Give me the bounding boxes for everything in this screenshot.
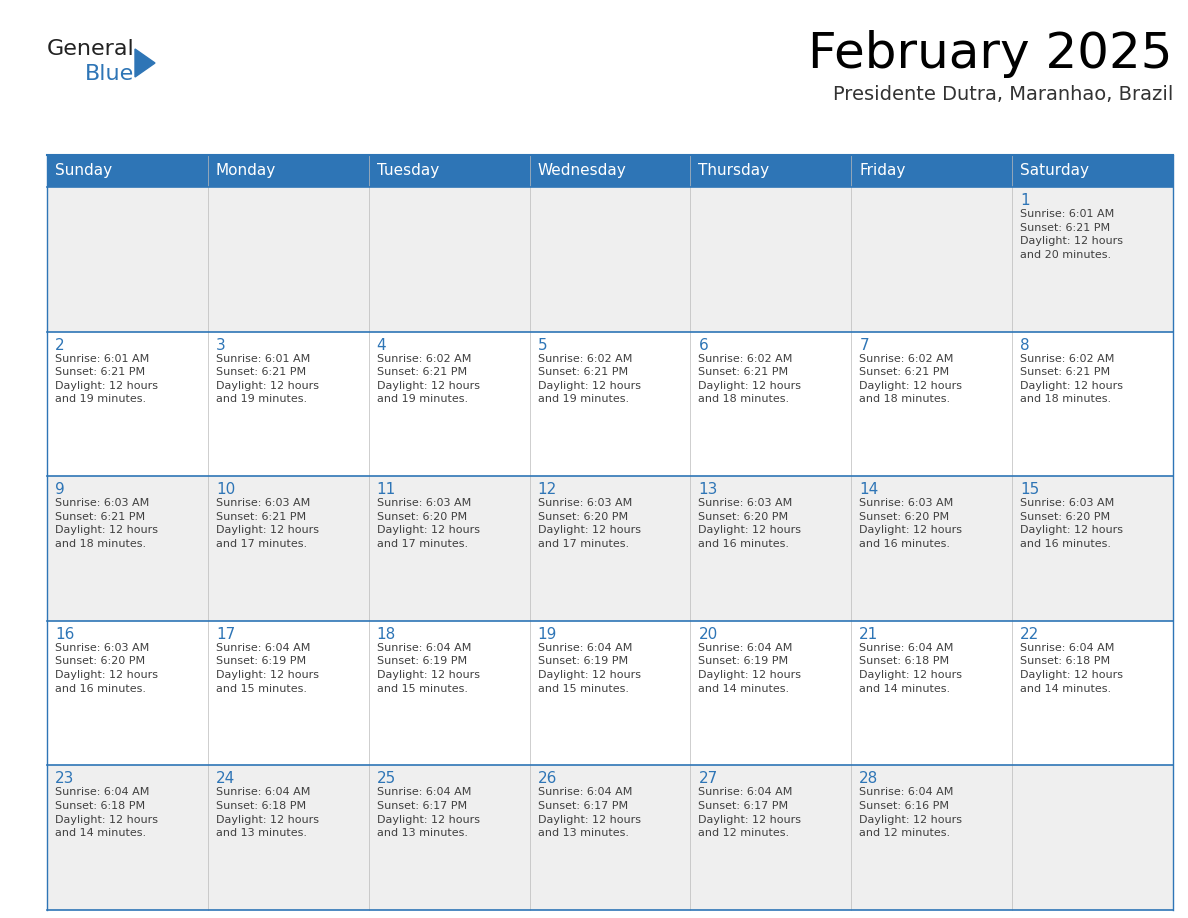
Text: February 2025: February 2025 bbox=[809, 30, 1173, 78]
Text: 27: 27 bbox=[699, 771, 718, 787]
Text: Sunrise: 6:01 AM
Sunset: 6:21 PM
Daylight: 12 hours
and 20 minutes.: Sunrise: 6:01 AM Sunset: 6:21 PM Dayligh… bbox=[1020, 209, 1123, 260]
Text: Saturday: Saturday bbox=[1020, 163, 1089, 178]
Text: Sunrise: 6:01 AM
Sunset: 6:21 PM
Daylight: 12 hours
and 19 minutes.: Sunrise: 6:01 AM Sunset: 6:21 PM Dayligh… bbox=[216, 353, 318, 405]
Text: Sunrise: 6:02 AM
Sunset: 6:21 PM
Daylight: 12 hours
and 18 minutes.: Sunrise: 6:02 AM Sunset: 6:21 PM Dayligh… bbox=[1020, 353, 1123, 405]
Text: 7: 7 bbox=[859, 338, 868, 353]
Text: 25: 25 bbox=[377, 771, 396, 787]
Text: 1: 1 bbox=[1020, 193, 1030, 208]
Text: Monday: Monday bbox=[216, 163, 276, 178]
Text: Sunrise: 6:04 AM
Sunset: 6:18 PM
Daylight: 12 hours
and 14 minutes.: Sunrise: 6:04 AM Sunset: 6:18 PM Dayligh… bbox=[55, 788, 158, 838]
Text: Sunrise: 6:03 AM
Sunset: 6:20 PM
Daylight: 12 hours
and 17 minutes.: Sunrise: 6:03 AM Sunset: 6:20 PM Dayligh… bbox=[538, 498, 640, 549]
Text: Sunday: Sunday bbox=[55, 163, 112, 178]
Text: General: General bbox=[48, 39, 134, 59]
Text: 6: 6 bbox=[699, 338, 708, 353]
Text: Sunrise: 6:02 AM
Sunset: 6:21 PM
Daylight: 12 hours
and 18 minutes.: Sunrise: 6:02 AM Sunset: 6:21 PM Dayligh… bbox=[859, 353, 962, 405]
Text: 10: 10 bbox=[216, 482, 235, 498]
Bar bbox=[48, 331, 1173, 476]
Text: 22: 22 bbox=[1020, 627, 1040, 642]
Text: 26: 26 bbox=[538, 771, 557, 787]
Text: Sunrise: 6:03 AM
Sunset: 6:20 PM
Daylight: 12 hours
and 16 minutes.: Sunrise: 6:03 AM Sunset: 6:20 PM Dayligh… bbox=[859, 498, 962, 549]
Text: 3: 3 bbox=[216, 338, 226, 353]
Text: Sunrise: 6:04 AM
Sunset: 6:16 PM
Daylight: 12 hours
and 12 minutes.: Sunrise: 6:04 AM Sunset: 6:16 PM Dayligh… bbox=[859, 788, 962, 838]
Text: Sunrise: 6:02 AM
Sunset: 6:21 PM
Daylight: 12 hours
and 19 minutes.: Sunrise: 6:02 AM Sunset: 6:21 PM Dayligh… bbox=[377, 353, 480, 405]
Text: Sunrise: 6:03 AM
Sunset: 6:20 PM
Daylight: 12 hours
and 16 minutes.: Sunrise: 6:03 AM Sunset: 6:20 PM Dayligh… bbox=[55, 643, 158, 694]
Text: Sunrise: 6:03 AM
Sunset: 6:20 PM
Daylight: 12 hours
and 16 minutes.: Sunrise: 6:03 AM Sunset: 6:20 PM Dayligh… bbox=[1020, 498, 1123, 549]
Text: 20: 20 bbox=[699, 627, 718, 642]
Bar bbox=[48, 187, 1173, 331]
Text: 2: 2 bbox=[55, 338, 64, 353]
Text: Wednesday: Wednesday bbox=[538, 163, 626, 178]
Text: Sunrise: 6:02 AM
Sunset: 6:21 PM
Daylight: 12 hours
and 18 minutes.: Sunrise: 6:02 AM Sunset: 6:21 PM Dayligh… bbox=[699, 353, 802, 405]
Text: Sunrise: 6:01 AM
Sunset: 6:21 PM
Daylight: 12 hours
and 19 minutes.: Sunrise: 6:01 AM Sunset: 6:21 PM Dayligh… bbox=[55, 353, 158, 405]
Text: Presidente Dutra, Maranhao, Brazil: Presidente Dutra, Maranhao, Brazil bbox=[833, 85, 1173, 104]
Text: Sunrise: 6:03 AM
Sunset: 6:21 PM
Daylight: 12 hours
and 18 minutes.: Sunrise: 6:03 AM Sunset: 6:21 PM Dayligh… bbox=[55, 498, 158, 549]
Text: Sunrise: 6:03 AM
Sunset: 6:20 PM
Daylight: 12 hours
and 16 minutes.: Sunrise: 6:03 AM Sunset: 6:20 PM Dayligh… bbox=[699, 498, 802, 549]
Text: Sunrise: 6:04 AM
Sunset: 6:18 PM
Daylight: 12 hours
and 14 minutes.: Sunrise: 6:04 AM Sunset: 6:18 PM Dayligh… bbox=[1020, 643, 1123, 694]
Text: 13: 13 bbox=[699, 482, 718, 498]
Text: Sunrise: 6:04 AM
Sunset: 6:19 PM
Daylight: 12 hours
and 14 minutes.: Sunrise: 6:04 AM Sunset: 6:19 PM Dayligh… bbox=[699, 643, 802, 694]
Text: 28: 28 bbox=[859, 771, 879, 787]
Text: 24: 24 bbox=[216, 771, 235, 787]
Text: Sunrise: 6:04 AM
Sunset: 6:18 PM
Daylight: 12 hours
and 13 minutes.: Sunrise: 6:04 AM Sunset: 6:18 PM Dayligh… bbox=[216, 788, 318, 838]
Text: 8: 8 bbox=[1020, 338, 1030, 353]
Bar bbox=[48, 766, 1173, 910]
Text: 5: 5 bbox=[538, 338, 548, 353]
Text: Sunrise: 6:04 AM
Sunset: 6:17 PM
Daylight: 12 hours
and 12 minutes.: Sunrise: 6:04 AM Sunset: 6:17 PM Dayligh… bbox=[699, 788, 802, 838]
Text: 14: 14 bbox=[859, 482, 879, 498]
Text: 23: 23 bbox=[55, 771, 75, 787]
Text: Friday: Friday bbox=[859, 163, 905, 178]
Bar bbox=[48, 476, 1173, 621]
Text: 19: 19 bbox=[538, 627, 557, 642]
Text: Blue: Blue bbox=[86, 64, 134, 84]
Text: Sunrise: 6:04 AM
Sunset: 6:18 PM
Daylight: 12 hours
and 14 minutes.: Sunrise: 6:04 AM Sunset: 6:18 PM Dayligh… bbox=[859, 643, 962, 694]
Text: 12: 12 bbox=[538, 482, 557, 498]
Text: Sunrise: 6:04 AM
Sunset: 6:19 PM
Daylight: 12 hours
and 15 minutes.: Sunrise: 6:04 AM Sunset: 6:19 PM Dayligh… bbox=[216, 643, 318, 694]
Text: 18: 18 bbox=[377, 627, 396, 642]
Bar bbox=[48, 621, 1173, 766]
Text: Sunrise: 6:02 AM
Sunset: 6:21 PM
Daylight: 12 hours
and 19 minutes.: Sunrise: 6:02 AM Sunset: 6:21 PM Dayligh… bbox=[538, 353, 640, 405]
Text: Sunrise: 6:03 AM
Sunset: 6:20 PM
Daylight: 12 hours
and 17 minutes.: Sunrise: 6:03 AM Sunset: 6:20 PM Dayligh… bbox=[377, 498, 480, 549]
Text: 11: 11 bbox=[377, 482, 396, 498]
Text: Tuesday: Tuesday bbox=[377, 163, 438, 178]
Text: Sunrise: 6:04 AM
Sunset: 6:19 PM
Daylight: 12 hours
and 15 minutes.: Sunrise: 6:04 AM Sunset: 6:19 PM Dayligh… bbox=[538, 643, 640, 694]
Polygon shape bbox=[135, 49, 154, 77]
Bar bbox=[48, 155, 1173, 187]
Text: Sunrise: 6:04 AM
Sunset: 6:17 PM
Daylight: 12 hours
and 13 minutes.: Sunrise: 6:04 AM Sunset: 6:17 PM Dayligh… bbox=[538, 788, 640, 838]
Text: 21: 21 bbox=[859, 627, 879, 642]
Text: Sunrise: 6:03 AM
Sunset: 6:21 PM
Daylight: 12 hours
and 17 minutes.: Sunrise: 6:03 AM Sunset: 6:21 PM Dayligh… bbox=[216, 498, 318, 549]
Text: Sunrise: 6:04 AM
Sunset: 6:19 PM
Daylight: 12 hours
and 15 minutes.: Sunrise: 6:04 AM Sunset: 6:19 PM Dayligh… bbox=[377, 643, 480, 694]
Text: 9: 9 bbox=[55, 482, 65, 498]
Text: 4: 4 bbox=[377, 338, 386, 353]
Text: 15: 15 bbox=[1020, 482, 1040, 498]
Text: 16: 16 bbox=[55, 627, 75, 642]
Text: Thursday: Thursday bbox=[699, 163, 770, 178]
Text: 17: 17 bbox=[216, 627, 235, 642]
Text: Sunrise: 6:04 AM
Sunset: 6:17 PM
Daylight: 12 hours
and 13 minutes.: Sunrise: 6:04 AM Sunset: 6:17 PM Dayligh… bbox=[377, 788, 480, 838]
